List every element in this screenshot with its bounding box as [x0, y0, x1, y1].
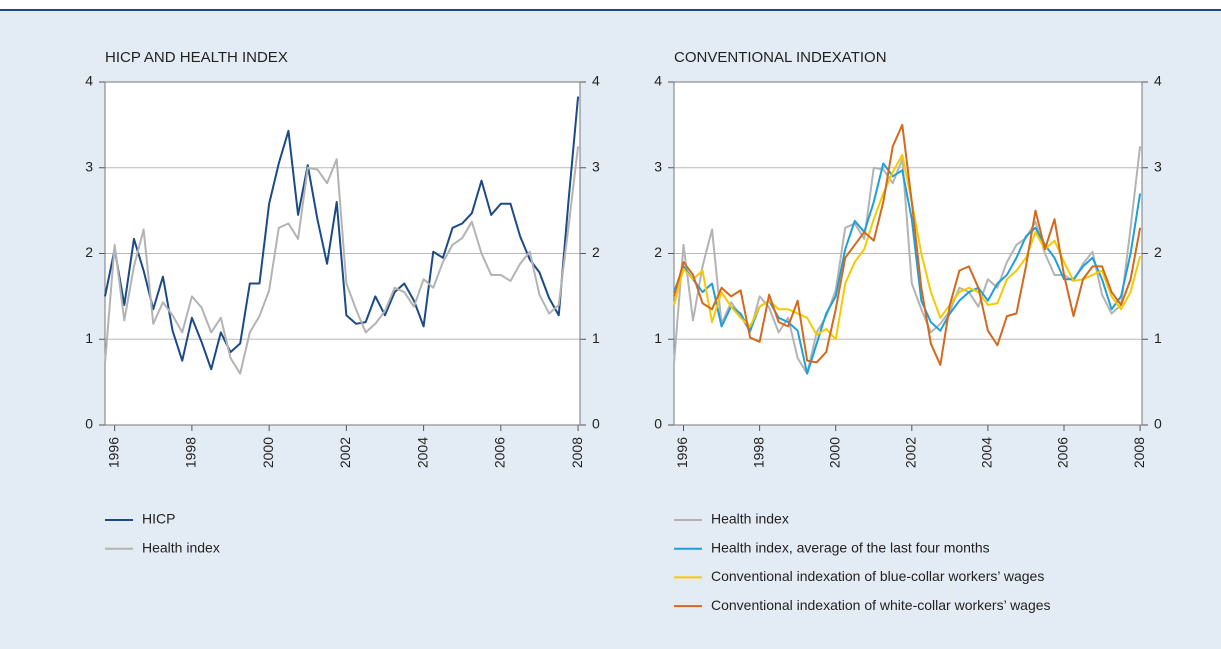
legend-label: HICP [142, 511, 175, 527]
data-line [673, 153, 1142, 341]
y2-tick-label: 3 [1154, 158, 1162, 174]
x-tick-label: 2004 [979, 437, 995, 468]
legend-label: Health index [142, 539, 220, 555]
x-tick-label: 2006 [492, 437, 508, 468]
legend-label: Conventional indexation of white-collar … [711, 597, 1051, 613]
x-tick-label: 2002 [337, 437, 353, 468]
plot-border [104, 81, 581, 426]
legend-label: Health index [711, 511, 789, 527]
y2-tick-label: 0 [1154, 416, 1162, 432]
plot-border [673, 81, 1143, 426]
x-tick-label: 1998 [750, 437, 766, 468]
x-tick-label: 2004 [414, 437, 430, 468]
x-tick-label: 1996 [674, 437, 690, 468]
legend-label: Conventional indexation of blue-collar w… [711, 568, 1044, 584]
y-tick-label: 2 [85, 244, 93, 260]
x-tick-label: 2006 [1055, 437, 1071, 468]
x-tick-label: 2000 [260, 437, 276, 468]
x-tick-label: 2008 [1131, 437, 1147, 468]
x-tick-label: 2000 [826, 437, 842, 468]
x-tick-label: 1996 [105, 437, 121, 468]
legend-label: Health index, average of the last four m… [711, 539, 990, 555]
y-tick-label: 3 [654, 158, 662, 174]
y-tick-label: 2 [654, 244, 662, 260]
y2-tick-label: 4 [592, 73, 600, 89]
y-tick-label: 4 [654, 73, 662, 89]
y-tick-label: 0 [85, 416, 93, 432]
x-tick-label: 2002 [903, 437, 919, 468]
y-tick-label: 1 [654, 330, 662, 346]
y-tick-label: 3 [85, 158, 93, 174]
y2-tick-label: 4 [1154, 73, 1162, 89]
top-rule [0, 9, 1221, 11]
y-tick-label: 0 [654, 416, 662, 432]
data-line [104, 96, 580, 371]
y2-tick-label: 1 [592, 330, 600, 346]
y2-tick-label: 1 [1154, 330, 1162, 346]
data-line [104, 146, 580, 375]
y2-tick-label: 3 [592, 158, 600, 174]
x-tick-label: 2008 [569, 437, 585, 468]
y-tick-label: 4 [85, 73, 93, 89]
y2-tick-label: 2 [1154, 244, 1162, 260]
chart-title: CONVENTIONAL INDEXATION [674, 49, 887, 66]
y-tick-label: 1 [85, 330, 93, 346]
chart-title: HICP AND HEALTH INDEX [105, 49, 288, 66]
data-line [673, 162, 1142, 375]
y2-tick-label: 2 [592, 244, 600, 260]
y2-tick-label: 0 [592, 416, 600, 432]
data-line [673, 123, 1142, 366]
x-tick-label: 1998 [183, 437, 199, 468]
